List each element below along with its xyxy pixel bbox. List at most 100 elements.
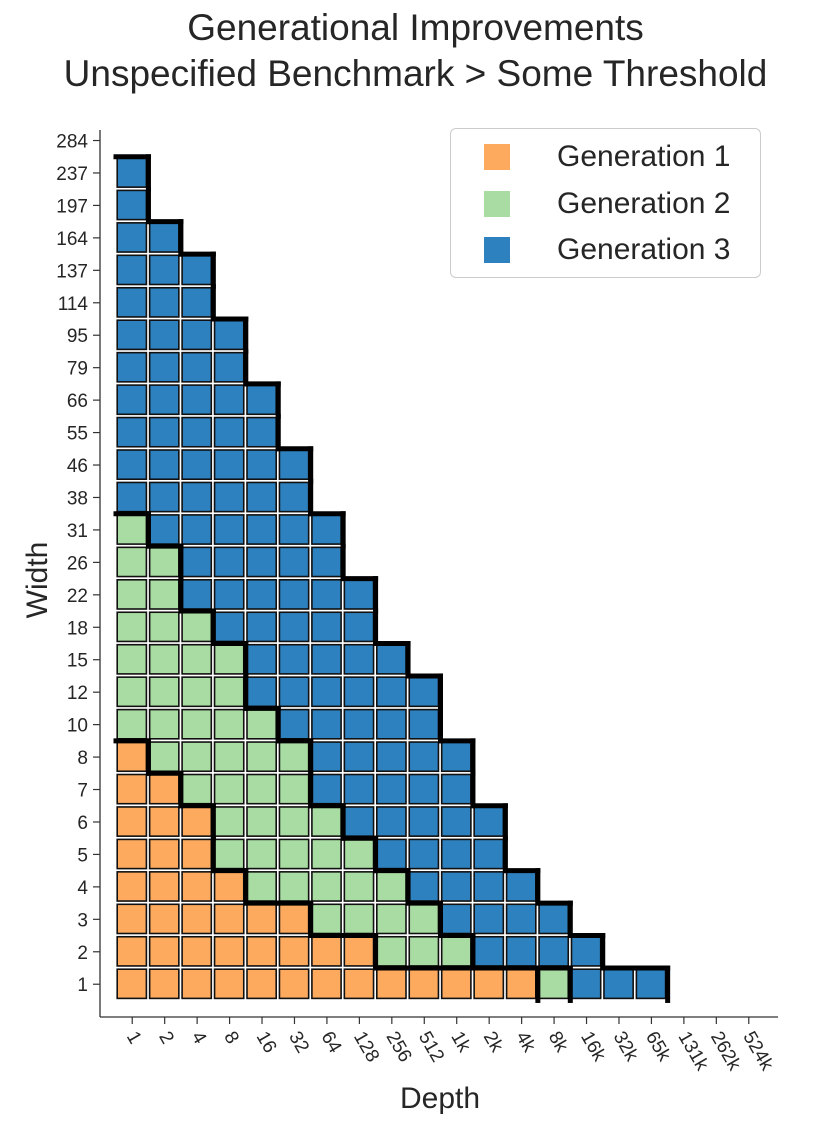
x-tick-label: 16k	[576, 1028, 610, 1065]
heatmap-cell	[408, 741, 440, 773]
x-tick-label: 512	[414, 1028, 448, 1066]
heatmap-cell	[375, 935, 407, 967]
heatmap-cell	[343, 676, 375, 708]
heatmap-cell	[116, 903, 148, 935]
heatmap-cell	[246, 449, 278, 481]
heatmap-cell	[213, 546, 245, 578]
heatmap-cell	[278, 449, 310, 481]
heatmap-cell	[213, 773, 245, 805]
heatmap-cell	[246, 514, 278, 545]
heatmap-cells	[116, 157, 667, 1000]
x-tick-label: 2	[154, 1028, 177, 1048]
heatmap-cell	[181, 935, 213, 967]
heatmap-cell	[116, 773, 148, 805]
heatmap-cell	[343, 806, 375, 837]
heatmap-cell	[181, 254, 213, 286]
heatmap-cell	[311, 578, 342, 610]
x-tick-label: 64	[317, 1028, 346, 1057]
heatmap-cell	[148, 838, 180, 870]
heatmap-cell	[181, 319, 213, 351]
heatmap-cell	[148, 416, 180, 448]
heatmap-cell	[505, 871, 537, 902]
heatmap-cell	[116, 319, 148, 351]
heatmap-cell	[473, 935, 505, 967]
heatmap-cell	[278, 968, 310, 1000]
heatmap-cell	[246, 806, 278, 837]
heatmap-cell	[343, 903, 375, 935]
heatmap-cell	[181, 871, 213, 902]
heatmap-cell	[116, 871, 148, 902]
heatmap-cell	[440, 871, 472, 902]
heatmap-cell	[116, 935, 148, 967]
y-tick-label: 79	[67, 359, 88, 380]
heatmap-cell	[246, 838, 278, 870]
heatmap-cell	[311, 741, 342, 773]
heatmap-cell	[343, 708, 375, 740]
heatmap-cell	[213, 968, 245, 1000]
heatmap-cell	[116, 286, 148, 318]
y-tick-label: 197	[56, 196, 88, 217]
heatmap-cell	[148, 968, 180, 1000]
y-tick-label: 55	[67, 424, 88, 445]
heatmap-cell	[148, 449, 180, 481]
heatmap-cell	[213, 806, 245, 837]
heatmap-cell	[148, 676, 180, 708]
heatmap-cell	[116, 741, 148, 773]
heatmap-cell	[116, 416, 148, 448]
heatmap-cell	[343, 773, 375, 805]
heatmap-cell	[473, 871, 505, 902]
x-tick-label: 524k	[738, 1028, 777, 1075]
heatmap-cell	[375, 806, 407, 837]
heatmap-cell	[116, 514, 148, 545]
heatmap-cell	[246, 611, 278, 643]
heatmap-cell	[148, 222, 180, 253]
heatmap-cell	[375, 676, 407, 708]
y-tick-label: 3	[77, 910, 88, 931]
heatmap-cell	[116, 806, 148, 837]
heatmap-cell	[181, 968, 213, 1000]
heatmap-cell	[246, 773, 278, 805]
heatmap-cell	[246, 676, 278, 708]
heatmap-cell	[311, 643, 342, 675]
heatmap-cell	[538, 903, 570, 935]
heatmap-cell	[116, 643, 148, 675]
legend-label-generation-2: Generation 2	[557, 187, 731, 220]
heatmap-cell	[278, 773, 310, 805]
heatmap-cell	[311, 968, 342, 1000]
y-tick-label: 1	[77, 975, 88, 996]
x-tick-label: 4	[187, 1028, 211, 1048]
heatmap-cell	[246, 546, 278, 578]
x-axis-label: Depth	[399, 1082, 481, 1115]
heatmap-cell	[148, 351, 180, 383]
heatmap-cell	[116, 546, 148, 578]
heatmap-cell	[116, 222, 148, 253]
heatmap-cell	[246, 871, 278, 902]
heatmap-cell	[246, 708, 278, 740]
heatmap-cell	[116, 449, 148, 481]
heatmap-cell	[278, 741, 310, 773]
y-tick-label: 66	[67, 391, 88, 412]
heatmap-cell	[181, 643, 213, 675]
heatmap-cell	[213, 741, 245, 773]
x-tick-label: 2k	[479, 1028, 507, 1056]
heatmap-cell	[148, 286, 180, 318]
heatmap-cell	[440, 903, 472, 935]
x-tick-label: 65k	[641, 1028, 675, 1065]
y-tick-label: 95	[67, 326, 88, 347]
heatmap-cell	[116, 676, 148, 708]
legend-item-generation-3: Generation 3	[451, 230, 760, 270]
heatmap-cell	[148, 903, 180, 935]
legend-swatch-generation-1	[484, 144, 510, 170]
heatmap-cell	[246, 578, 278, 610]
heatmap-cell	[246, 741, 278, 773]
heatmap-cell	[116, 968, 148, 1000]
heatmap-cell	[440, 806, 472, 837]
heatmap-cell	[343, 968, 375, 1000]
heatmap-cell	[311, 773, 342, 805]
heatmap-cell	[116, 708, 148, 740]
heatmap-cell	[570, 935, 602, 967]
heatmap-cell	[213, 449, 245, 481]
heatmap-cell	[213, 384, 245, 416]
heatmap-cell	[278, 935, 310, 967]
x-tick-label: 32k	[609, 1028, 643, 1065]
